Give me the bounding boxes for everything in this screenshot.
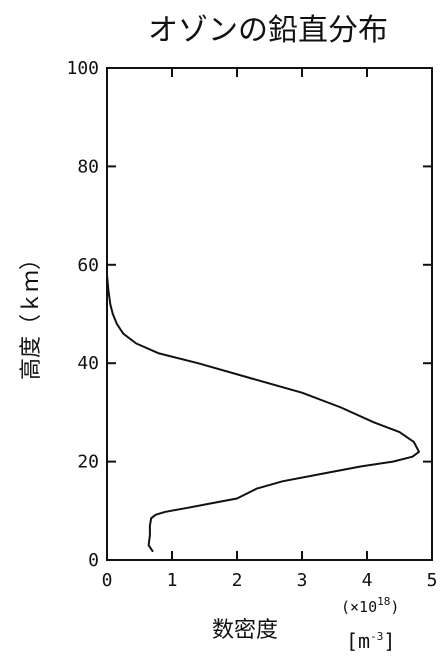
x-unit-open: [m: [346, 629, 370, 653]
x-tick-label: 3: [297, 570, 308, 591]
ozone-profile-line: [106, 273, 420, 553]
x-unit-exponent: -3: [370, 630, 383, 643]
x-multiplier-close: ): [390, 598, 399, 616]
x-tick-label: 2: [232, 570, 243, 591]
x-tick-label: 1: [167, 570, 178, 591]
plot-frame: [106, 67, 433, 561]
x-axis-multiplier: (×1018): [341, 595, 399, 616]
y-tick-label: 0: [88, 550, 99, 571]
y-tick-label: 80: [77, 156, 99, 177]
x-tick-label: 0: [102, 570, 113, 591]
x-unit-close: ]: [383, 629, 395, 653]
y-tick-label: 60: [77, 255, 99, 276]
y-tick-label: 100: [66, 58, 99, 79]
x-axis-label: 数密度: [212, 618, 278, 643]
x-axis-ticks: 0 1 2 3 4 5: [102, 68, 438, 591]
y-tick-label: 20: [77, 452, 99, 473]
x-multiplier-base: (×10: [341, 598, 377, 616]
x-tick-label: 5: [427, 570, 438, 591]
x-tick-label: 4: [362, 570, 373, 591]
y-axis-label: 高度（ｋｍ）: [19, 248, 44, 380]
y-tick-label: 40: [77, 353, 99, 374]
x-axis-unit: [m-3]: [346, 629, 395, 653]
x-multiplier-exponent: 18: [377, 595, 390, 608]
y-axis-ticks: 0 20 40 60 80 100: [66, 58, 432, 571]
chart-title: オゾンの鉛直分布: [148, 13, 388, 48]
